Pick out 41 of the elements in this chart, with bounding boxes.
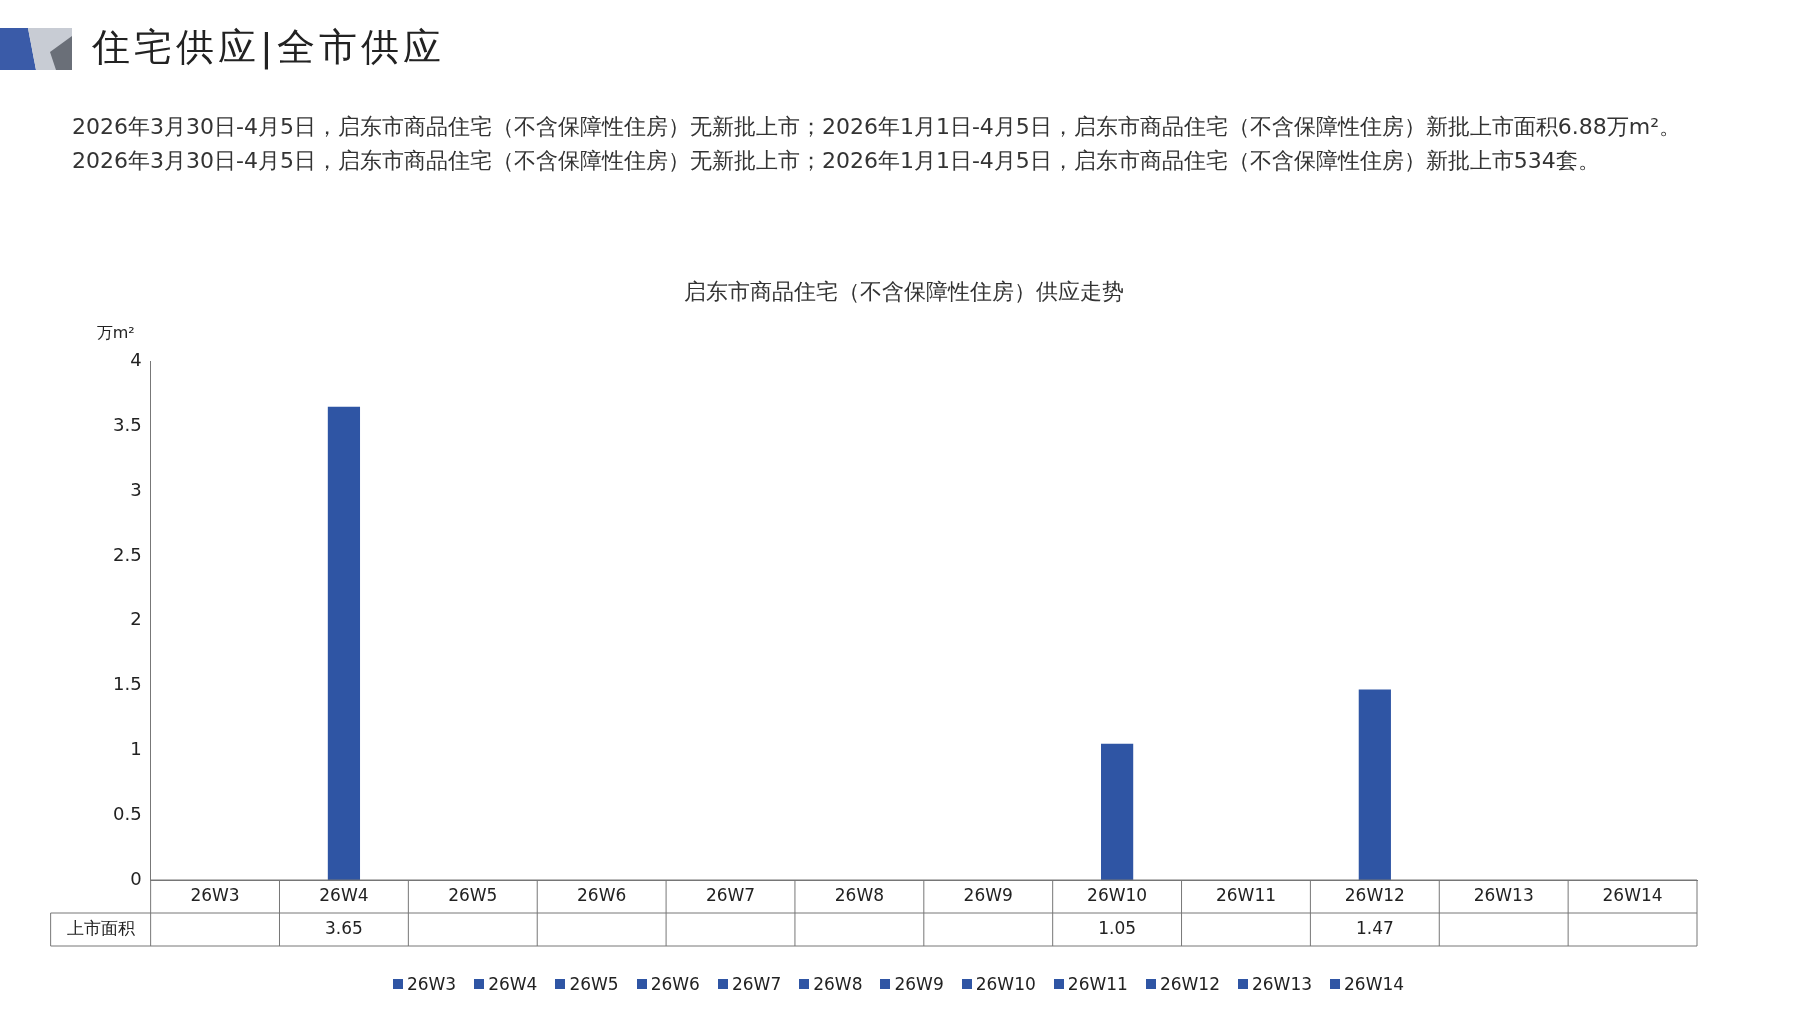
text: 住宅供应|全市供应 xyxy=(92,24,445,72)
chart-title: 启东市商品住宅（不含保障性住房）供应走势 xyxy=(683,278,1124,304)
x-tick-label: 26W11 xyxy=(1215,884,1277,905)
data-label: 1.05 xyxy=(1098,917,1137,938)
x-tick-label: 26W9 xyxy=(963,884,1013,905)
x-tick-label: 26W13 xyxy=(1473,884,1534,905)
y-tick-label: 4 xyxy=(130,349,142,371)
category-label: 26W14 xyxy=(1344,974,1405,994)
y-tick-label: 0.5 xyxy=(112,802,142,824)
x-tick-label: 26W10 xyxy=(1087,884,1148,905)
category-label: 26W12 xyxy=(1159,974,1220,994)
category-label: 26W8 xyxy=(813,974,863,994)
category-label: 26W10 xyxy=(975,974,1036,994)
x-tick-label: 26W14 xyxy=(1602,884,1663,905)
text: 上市面积 xyxy=(66,917,135,938)
x-tick-label: 26W8 xyxy=(834,884,885,905)
data-label: 1.47 xyxy=(1355,917,1394,938)
y-tick-label: 1.5 xyxy=(112,673,142,695)
category-label: 26W11 xyxy=(1067,974,1128,994)
y-tick-label: 0 xyxy=(130,867,142,889)
text: 2026年3月30日-4月5日，启东市商品住宅（不含保障性住房）无新批上市；2026年1月1日-4月5日，启东市商品住宅（不含保障性住房）新批上市面积6.88万m²。2026年3月30日-4月5日，启东市商品住宅（不含保障性住房）无新批上市；2026年1月1日-4月5日，启东市商品住宅（不含保障性住房）新批上市534套。 xyxy=(72,113,1683,175)
category-label: 26W6 xyxy=(650,974,700,994)
y-tick-label: 3.5 xyxy=(112,413,142,435)
data-label: 3.65 xyxy=(324,917,363,938)
x-tick-label: 26W3 xyxy=(190,884,240,905)
x-tick-label: 26W5 xyxy=(448,884,498,905)
category-label: 26W13 xyxy=(1251,974,1313,994)
category-label: 26W7 xyxy=(731,974,782,994)
x-tick-label: 26W12 xyxy=(1344,884,1405,905)
category-label: 26W9 xyxy=(894,974,944,994)
category-label: 26W4 xyxy=(488,974,538,994)
y-tick-label: 3 xyxy=(130,478,142,500)
y-axis-title: 万m² xyxy=(96,322,135,342)
x-tick-label: 26W7 xyxy=(705,884,756,905)
y-tick-label: 2.5 xyxy=(112,543,142,565)
category-label: 26W3 xyxy=(406,974,457,994)
category-label: 26W5 xyxy=(569,974,619,994)
x-tick-label: 26W4 xyxy=(319,884,369,905)
y-tick-label: 1 xyxy=(130,738,142,760)
y-tick-label: 2 xyxy=(130,608,142,630)
x-tick-label: 26W6 xyxy=(577,884,627,905)
